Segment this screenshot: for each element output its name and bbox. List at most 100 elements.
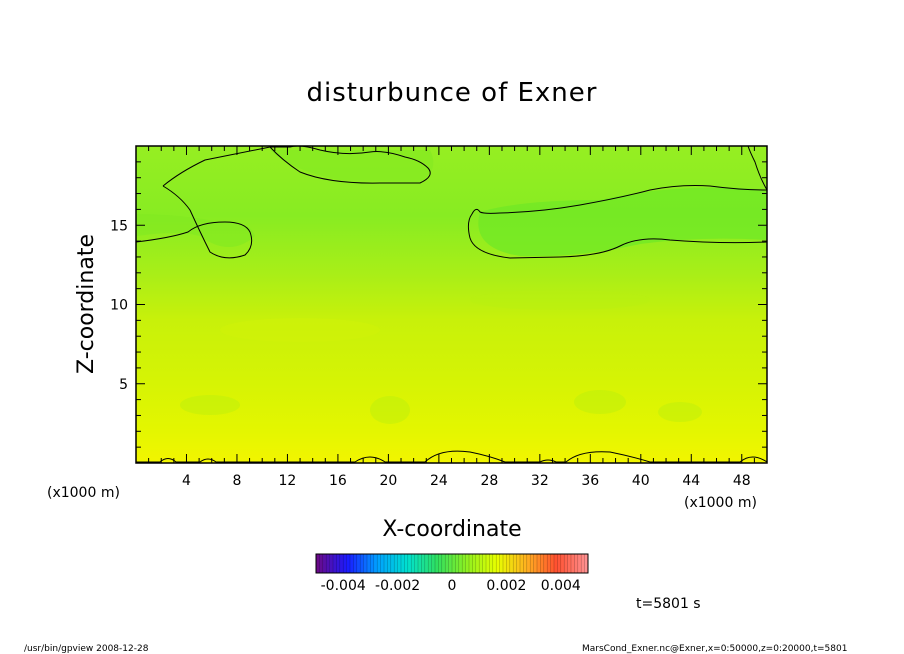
x-tick-label: 44: [682, 473, 700, 489]
colorbar-swatch: [475, 554, 480, 573]
colorbar-swatch: [543, 554, 548, 573]
x-tick-label: 24: [430, 473, 448, 489]
colorbar-swatch: [458, 554, 463, 573]
field-lobe-upper-left: [136, 150, 434, 182]
colorbar-swatch: [363, 554, 368, 573]
colorbar-swatch: [407, 554, 412, 573]
colorbar-swatch: [564, 554, 568, 573]
x-unit-left: (x1000 m): [47, 485, 120, 501]
colorbar-swatch: [452, 554, 456, 573]
time-label: t=5801 s: [636, 596, 701, 612]
colorbar-swatch: [571, 554, 575, 573]
x-tick-label: 4: [182, 473, 191, 489]
colorbar-swatch: [316, 554, 320, 573]
colorbar-swatch: [448, 554, 453, 573]
colorbar-swatch: [516, 554, 521, 573]
contour-left: [136, 146, 271, 259]
colorbar-swatch: [533, 554, 538, 573]
colorbar-swatch: [360, 554, 364, 573]
colorbar-swatch: [530, 554, 534, 573]
contour-upper-left: [269, 146, 431, 184]
x-tick-label: 12: [279, 473, 297, 489]
colorbar-swatch: [326, 554, 330, 573]
colorbar-swatch: [584, 554, 589, 573]
colorbar-swatch: [377, 554, 381, 573]
colorbar-swatch: [390, 554, 395, 573]
colorbar: [315, 554, 589, 573]
colorbar-swatch: [428, 554, 432, 573]
colorbar-swatch: [567, 554, 572, 573]
colorbar-swatch: [414, 554, 419, 573]
colorbar-swatch: [547, 554, 551, 573]
colorbar-swatch: [557, 554, 562, 573]
colorbar-swatch: [581, 554, 585, 573]
colorbar-swatch: [397, 554, 402, 573]
x-unit-right: (x1000 m): [684, 495, 757, 511]
colorbar-swatch: [438, 554, 443, 573]
colorbar-swatch: [441, 554, 446, 573]
colorbar-swatch: [353, 554, 358, 573]
contour-bottom: [136, 450, 767, 463]
colorbar-swatch: [479, 554, 483, 573]
colorbar-swatch: [421, 554, 426, 573]
colorbar-swatch: [336, 554, 341, 573]
y-tick-label: 15: [110, 218, 128, 234]
colorbar-swatch: [509, 554, 514, 573]
x-tick-label: 32: [531, 473, 549, 489]
footer-left: /usr/bin/gpview 2008-12-28: [24, 644, 149, 654]
colorbar-swatch: [418, 554, 422, 573]
colorbar-swatch: [503, 554, 507, 573]
colorbar-swatch: [394, 554, 398, 573]
x-tick-label: 40: [632, 473, 650, 489]
colorbar-swatch: [492, 554, 497, 573]
footer-right: MarsCond_Exner.nc@Exner,x=0:50000,z=0:20…: [582, 644, 847, 654]
colorbar-frame: [315, 553, 589, 574]
colorbar-swatch: [513, 554, 517, 573]
colorbar-swatch: [526, 554, 531, 573]
colorbar-tick-label: 0.004: [541, 578, 581, 594]
colorbar-swatch: [577, 554, 582, 573]
colorbar-swatch: [346, 554, 351, 573]
x-tick-label: 16: [329, 473, 347, 489]
y-tick-label: 10: [110, 298, 128, 314]
colorbar-swatch: [329, 554, 334, 573]
colorbar-swatch: [469, 554, 473, 573]
colorbar-swatch: [472, 554, 477, 573]
colorbar-swatch: [550, 554, 555, 573]
colorbar-swatch: [380, 554, 385, 573]
y-axis-label: Z-coordinate: [74, 234, 99, 374]
colorbar-swatch: [554, 554, 558, 573]
colorbar-swatch: [499, 554, 504, 573]
colorbar-swatch: [424, 554, 429, 573]
colorbar-swatch: [411, 554, 415, 573]
colorbar-swatch: [445, 554, 449, 573]
y-tick-label: 5: [119, 377, 128, 393]
y-axis: 5 10 15: [110, 161, 767, 448]
colorbar-swatch: [387, 554, 392, 573]
colorbar-swatch: [404, 554, 409, 573]
colorbar-tick-label: 0: [448, 578, 457, 594]
colorbar-swatch: [370, 554, 375, 573]
contour-right-tail: [747, 146, 767, 191]
colorbar-swatch: [319, 554, 324, 573]
colorbar-swatch: [350, 554, 354, 573]
colorbar-swatch: [455, 554, 460, 573]
colorbar-swatch: [465, 554, 470, 573]
colorbar-swatch: [496, 554, 500, 573]
colorbar-swatch: [506, 554, 511, 573]
x-tick-label: 20: [379, 473, 397, 489]
colorbar-swatch: [523, 554, 528, 573]
colorbar-swatch: [537, 554, 541, 573]
colorbar-swatch: [520, 554, 524, 573]
colorbar-swatch: [486, 554, 490, 573]
colorbar-swatch: [367, 554, 371, 573]
colorbar-tick-label: -0.002: [375, 578, 420, 594]
chart-title: disturbunce of Exner: [307, 78, 598, 108]
x-tick-label: 36: [581, 473, 599, 489]
colorbar-swatch: [343, 554, 347, 573]
x-tick-label: 48: [733, 473, 751, 489]
contour-right: [467, 185, 767, 259]
plot-area: [136, 146, 767, 463]
colorbar-swatch: [482, 554, 487, 573]
